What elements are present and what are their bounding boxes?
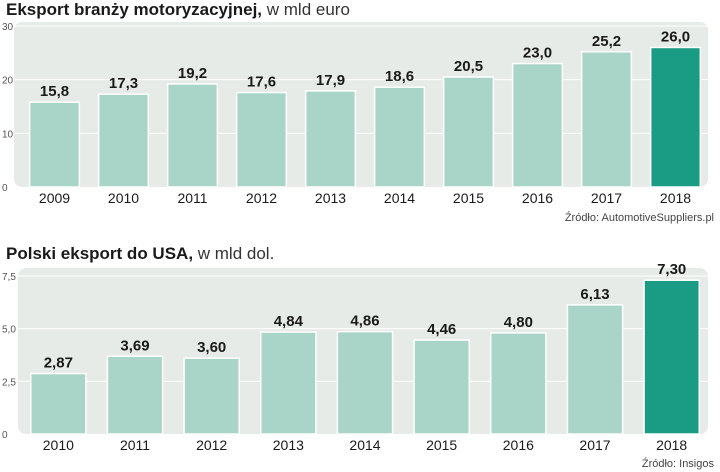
chart1-category-label: 2012 — [246, 190, 277, 206]
chart1-bar — [304, 90, 357, 188]
chart1-bar — [580, 51, 633, 188]
chart2-value-label: 7,30 — [657, 261, 686, 278]
chart2-bar — [489, 332, 547, 435]
chart2-category-label: 2014 — [349, 437, 380, 453]
chart2-title-bold: Polski eksport do USA, — [6, 244, 194, 263]
chart2-source: Źródło: Insigos — [641, 458, 714, 470]
chart1-bar — [373, 86, 426, 188]
chart2-category-label: 2011 — [120, 437, 150, 453]
chart1-ytick-label: 10 — [2, 129, 14, 140]
chart2-category-label: 2013 — [273, 437, 304, 453]
chart1-value-label: 25,2 — [592, 33, 621, 50]
chart2-bar — [336, 330, 394, 435]
chart2-ytick-label: 5,0 — [2, 325, 16, 336]
chart2-ytick-label: 2,5 — [2, 377, 16, 388]
chart1-category-label: 2016 — [522, 190, 553, 206]
chart2-value-label: 4,84 — [274, 313, 304, 330]
chart1-bar — [97, 93, 150, 188]
chart2-value-label: 4,80 — [504, 314, 533, 331]
chart1-export-automotive: 0 10 20 30 15,8 2009 17,3 2010 19,2 2011 17,6 2012 1… — [2, 22, 708, 206]
chart2-ytick-label: 0 — [2, 430, 8, 441]
chart1-value-label: 19,2 — [178, 65, 207, 82]
chart1-bar — [235, 91, 288, 188]
chart1-category-label: 2015 — [453, 190, 484, 206]
chart2-value-label: 3,69 — [120, 337, 149, 354]
chart2-value-label: 3,60 — [197, 339, 226, 356]
chart1-value-label: 17,9 — [316, 72, 345, 89]
chart2-bar — [29, 372, 87, 435]
chart1-category-label: 2013 — [315, 190, 346, 206]
chart1-bar — [28, 101, 81, 188]
chart1-category-label: 2014 — [384, 190, 415, 206]
chart2-category-label: 2016 — [503, 437, 534, 453]
chart2-bar — [413, 339, 471, 435]
chart2-bar — [259, 331, 317, 435]
chart2-ytick-label: 7,5 — [2, 272, 16, 283]
chart1-value-label: 17,3 — [109, 75, 138, 92]
chart1-title: Eksport branży motoryzacyjnej, w mld eur… — [6, 0, 350, 20]
chart1-title-bold: Eksport branży motoryzacyjnej, — [6, 0, 263, 19]
chart1-bar — [511, 62, 564, 188]
chart2-value-label: 2,87 — [44, 355, 73, 372]
chart1-value-label: 15,8 — [40, 83, 69, 100]
chart1-source: Źródło: AutomotiveSuppliers.pl — [564, 212, 714, 224]
chart1-ytick-label: 0 — [2, 183, 8, 194]
chart2-bar — [183, 357, 241, 435]
chart1-bar — [649, 46, 702, 188]
chart2-title: Polski eksport do USA, w mld dol. — [6, 244, 274, 264]
chart1-category-label: 2011 — [177, 190, 207, 206]
chart1-category-label: 2010 — [108, 190, 139, 206]
chart2-category-label: 2012 — [196, 437, 227, 453]
chart2-bar — [106, 355, 164, 435]
chart2-title-unit: w mld dol. — [193, 244, 275, 263]
chart1-ytick-label: 30 — [2, 22, 14, 33]
chart2-bar — [566, 304, 624, 435]
chart2-category-label: 2010 — [43, 437, 74, 453]
chart2-bar — [643, 279, 701, 435]
chart2-value-label: 4,86 — [350, 313, 379, 330]
chart1-value-label: 26,0 — [661, 28, 690, 45]
chart1-value-label: 17,6 — [247, 74, 276, 91]
chart1-category-label: 2009 — [39, 190, 70, 206]
chart1-value-label: 18,6 — [385, 68, 414, 85]
chart1-bar — [442, 76, 495, 188]
chart2-category-label: 2017 — [579, 437, 610, 453]
chart1-category-label: 2018 — [660, 190, 691, 206]
chart2-category-label: 2015 — [426, 437, 457, 453]
chart2-value-label: 6,13 — [580, 286, 609, 303]
chart2-category-label: 2018 — [656, 437, 687, 453]
chart1-ytick-label: 20 — [2, 76, 14, 87]
chart1-value-label: 23,0 — [523, 45, 552, 62]
chart1-title-unit: w mld euro — [262, 0, 350, 19]
chart2-value-label: 4,46 — [427, 321, 456, 338]
chart1-value-label: 20,5 — [454, 58, 483, 75]
chart1-bar — [166, 83, 219, 188]
chart1-category-label: 2017 — [591, 190, 622, 206]
